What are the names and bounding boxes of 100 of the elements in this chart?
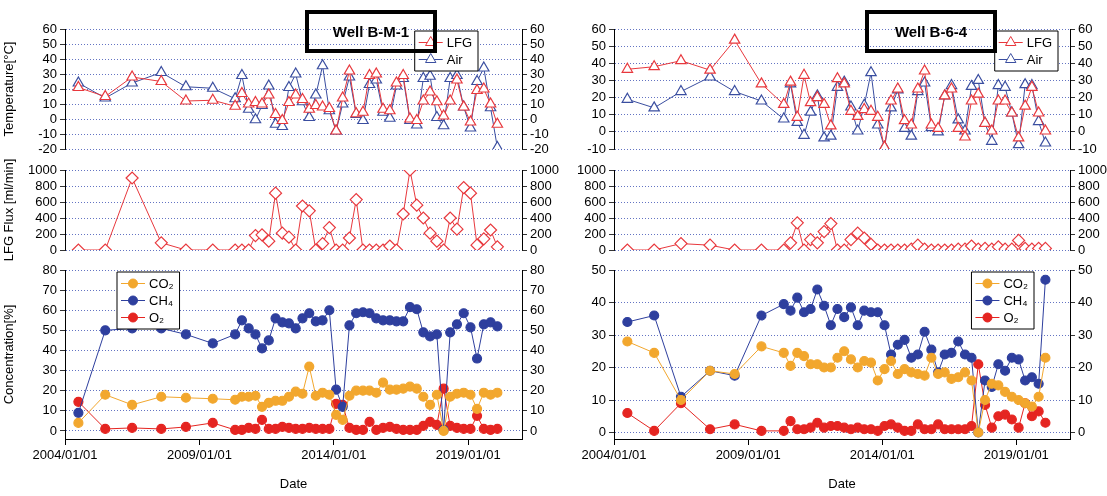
y2-tick-label: -20 (530, 140, 549, 156)
y2-tick-label: -10 (530, 125, 549, 141)
y-tick-label: 0 (49, 241, 57, 257)
y-tick-label: 40 (42, 50, 57, 66)
x-tick-label: 2009/01/01 (715, 447, 781, 463)
x-axis-title: Date (279, 475, 308, 491)
y2-tick-label: 50 (530, 321, 545, 337)
y-tick-label: 20 (591, 359, 606, 375)
x-tick-label: 2019/01/01 (435, 447, 501, 463)
y-tick-label: 0 (49, 422, 57, 438)
y-tick-label: 80 (42, 261, 57, 277)
y-tick-label: 50 (591, 261, 606, 277)
y-tick-label: 1000 (577, 161, 606, 177)
y-axis-title: Concentration[%] (1, 304, 17, 405)
y2-tick-label: 40 (530, 342, 545, 358)
y-tick-label: 400 (35, 209, 57, 225)
y-tick-label: 50 (42, 321, 57, 337)
legend-label: O₂ (149, 310, 165, 326)
x-tick-label: 2014/01/01 (301, 447, 367, 463)
y-tick-label: 70 (42, 281, 57, 297)
legend-label: Air (446, 52, 464, 68)
y2-tick-label: 600 (530, 193, 552, 209)
y2-tick-label: 60 (530, 301, 545, 317)
x-tick-label: 2009/01/01 (166, 447, 232, 463)
legend-label: Air (1026, 52, 1044, 68)
y2-tick-label: 0 (530, 422, 538, 438)
y2-tick-label: 0 (530, 241, 538, 257)
y-axis-title: Temperature[°C] (1, 41, 17, 137)
y-tick-label: 20 (591, 89, 606, 105)
y2-tick-label: 1000 (530, 161, 559, 177)
y2-tick-label: 70 (530, 281, 545, 297)
y2-tick-label: 60 (530, 20, 545, 36)
x-tick-label: 2004/01/01 (32, 447, 98, 463)
y-tick-label: 50 (591, 37, 606, 53)
y-tick-label: 1000 (28, 161, 57, 177)
y2-tick-label: 40 (1078, 294, 1093, 310)
legend-label: CH₄ (149, 293, 174, 309)
legend-label: CO₂ (1003, 276, 1028, 292)
legend-label: O₂ (1003, 310, 1019, 326)
y2-tick-label: 200 (530, 225, 552, 241)
y2-tick-label: 50 (1078, 261, 1093, 277)
y-tick-label: -10 (38, 125, 57, 141)
y-tick-label: 40 (42, 342, 57, 358)
y2-tick-label: 40 (530, 50, 545, 66)
y2-tick-label: 60 (1078, 20, 1093, 36)
y2-tick-label: 10 (1078, 391, 1093, 407)
x-tick-label: 2004/01/01 (581, 447, 647, 463)
y2-tick-label: 30 (1078, 326, 1093, 342)
x-axis-title: Date (828, 475, 856, 491)
y-tick-label: 800 (584, 177, 606, 193)
y-tick-label: 60 (42, 301, 57, 317)
y2-tick-label: 800 (530, 177, 552, 193)
y-tick-label: 60 (591, 20, 606, 36)
y2-tick-label: 80 (530, 261, 545, 277)
y-tick-label: 30 (42, 65, 57, 81)
y2-tick-label: 30 (530, 362, 545, 378)
y-tick-label: 30 (42, 362, 57, 378)
y2-tick-label: 50 (530, 35, 545, 51)
y2-tick-label: 40 (1078, 54, 1093, 70)
y2-tick-label: 1000 (1078, 161, 1107, 177)
y2-tick-label: 20 (530, 80, 545, 96)
y-tick-label: 10 (591, 106, 606, 122)
y-tick-label: 60 (42, 20, 57, 36)
y-tick-label: 20 (42, 80, 57, 96)
y-tick-label: -10 (587, 140, 606, 156)
y2-tick-label: 0 (530, 110, 538, 126)
y2-tick-label: 10 (530, 402, 545, 418)
y-tick-label: 10 (591, 391, 606, 407)
y2-tick-label: 30 (530, 65, 545, 81)
y-tick-label: 40 (591, 294, 606, 310)
y2-tick-label: 200 (1078, 225, 1100, 241)
y-tick-label: 800 (35, 177, 57, 193)
y-tick-label: 10 (42, 402, 57, 418)
y2-tick-label: 0 (1078, 123, 1086, 139)
y-tick-label: 30 (591, 326, 606, 342)
y-tick-label: 0 (598, 424, 606, 440)
y2-tick-label: 30 (1078, 72, 1093, 88)
y-tick-label: 600 (584, 193, 606, 209)
y2-tick-label: 10 (1078, 106, 1093, 122)
y2-tick-label: 0 (1078, 424, 1086, 440)
y2-tick-label: 800 (1078, 177, 1100, 193)
y2-tick-label: 20 (1078, 359, 1093, 375)
y2-tick-label: 400 (1078, 209, 1100, 225)
y2-tick-label: -10 (1078, 140, 1097, 156)
y-tick-label: -20 (38, 140, 57, 156)
y-tick-label: 0 (598, 241, 606, 257)
y-tick-label: 400 (584, 209, 606, 225)
y2-tick-label: 600 (1078, 193, 1100, 209)
y2-tick-label: 400 (530, 209, 552, 225)
y2-tick-label: 50 (1078, 37, 1093, 53)
y2-tick-label: 0 (1078, 241, 1086, 257)
y-tick-label: 50 (42, 35, 57, 51)
legend-label: CH₄ (1003, 293, 1028, 309)
y-tick-label: 0 (598, 123, 606, 139)
y-tick-label: 200 (35, 225, 57, 241)
x-tick-label: 2019/01/01 (983, 447, 1049, 463)
x-tick-label: 2014/01/01 (849, 447, 915, 463)
y2-tick-label: 10 (530, 95, 545, 111)
legend-label: LFG (446, 35, 473, 51)
y-tick-label: 200 (584, 225, 606, 241)
